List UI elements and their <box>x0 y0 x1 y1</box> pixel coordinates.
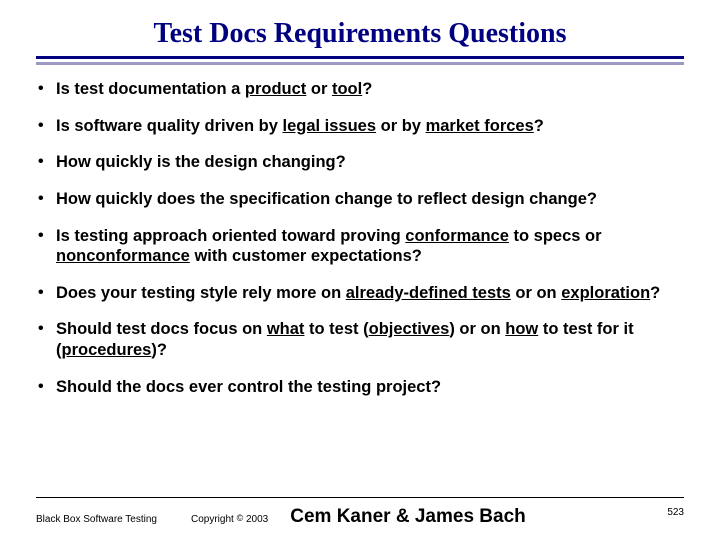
text: Does your testing style rely more on <box>56 284 346 302</box>
text: with customer expectations? <box>190 247 422 265</box>
underline: already-defined tests <box>346 284 511 302</box>
list-item: Should the docs ever control the testing… <box>36 377 684 398</box>
list-item: Should test docs focus on what to test (… <box>36 319 684 360</box>
underline: market forces <box>426 117 534 135</box>
underline: exploration <box>561 284 650 302</box>
list-item: Is test documentation a product or tool? <box>36 79 684 100</box>
text: to specs or <box>509 227 602 245</box>
text: Is testing approach oriented toward prov… <box>56 227 405 245</box>
list-item: How quickly is the design changing? <box>36 152 684 173</box>
footer-copyright: Copyright © 2003 <box>191 513 268 525</box>
underline: product <box>245 80 306 98</box>
text: ? <box>534 117 544 135</box>
text: or by <box>376 117 426 135</box>
text: ? <box>650 284 660 302</box>
underline: conformance <box>405 227 509 245</box>
underline: what <box>267 320 305 338</box>
text: or on <box>511 284 561 302</box>
footer-authors: Cem Kaner & James Bach <box>290 506 526 528</box>
list-item: Is software quality driven by legal issu… <box>36 116 684 137</box>
text: Copyright <box>191 514 237 525</box>
text: Should test docs focus on <box>56 320 267 338</box>
footer-page-number: 523 <box>667 507 684 518</box>
text: Should the docs ever control the testing… <box>56 378 441 396</box>
underline: tool <box>332 80 362 98</box>
list-item: How quickly does the specification chang… <box>36 189 684 210</box>
footer: Black Box Software Testing Copyright © 2… <box>36 506 684 528</box>
list-item: Is testing approach oriented toward prov… <box>36 226 684 267</box>
text: ) or on <box>449 320 505 338</box>
text: How quickly does the specification chang… <box>56 190 597 208</box>
bullet-list: Is test documentation a product or tool?… <box>36 79 684 397</box>
underline: how <box>505 320 538 338</box>
slide: Test Docs Requirements Questions Is test… <box>0 0 720 540</box>
text: or <box>306 80 332 98</box>
text: 2003 <box>243 514 268 525</box>
underline: objectives <box>369 320 450 338</box>
text: Is test documentation a <box>56 80 245 98</box>
text: to test ( <box>304 320 368 338</box>
text: How quickly is the design changing? <box>56 153 346 171</box>
underline: procedures <box>62 341 152 359</box>
text: Is software quality driven by <box>56 117 282 135</box>
underline: legal issues <box>282 117 376 135</box>
list-item: Does your testing style rely more on alr… <box>36 283 684 304</box>
text: ? <box>362 80 372 98</box>
slide-title: Test Docs Requirements Questions <box>36 18 684 50</box>
footer-rule <box>36 497 684 498</box>
title-rule-light <box>36 62 684 65</box>
underline: nonconformance <box>56 247 190 265</box>
footer-source: Black Box Software Testing <box>36 514 157 525</box>
title-rule-dark <box>36 56 684 59</box>
text: )? <box>151 341 167 359</box>
